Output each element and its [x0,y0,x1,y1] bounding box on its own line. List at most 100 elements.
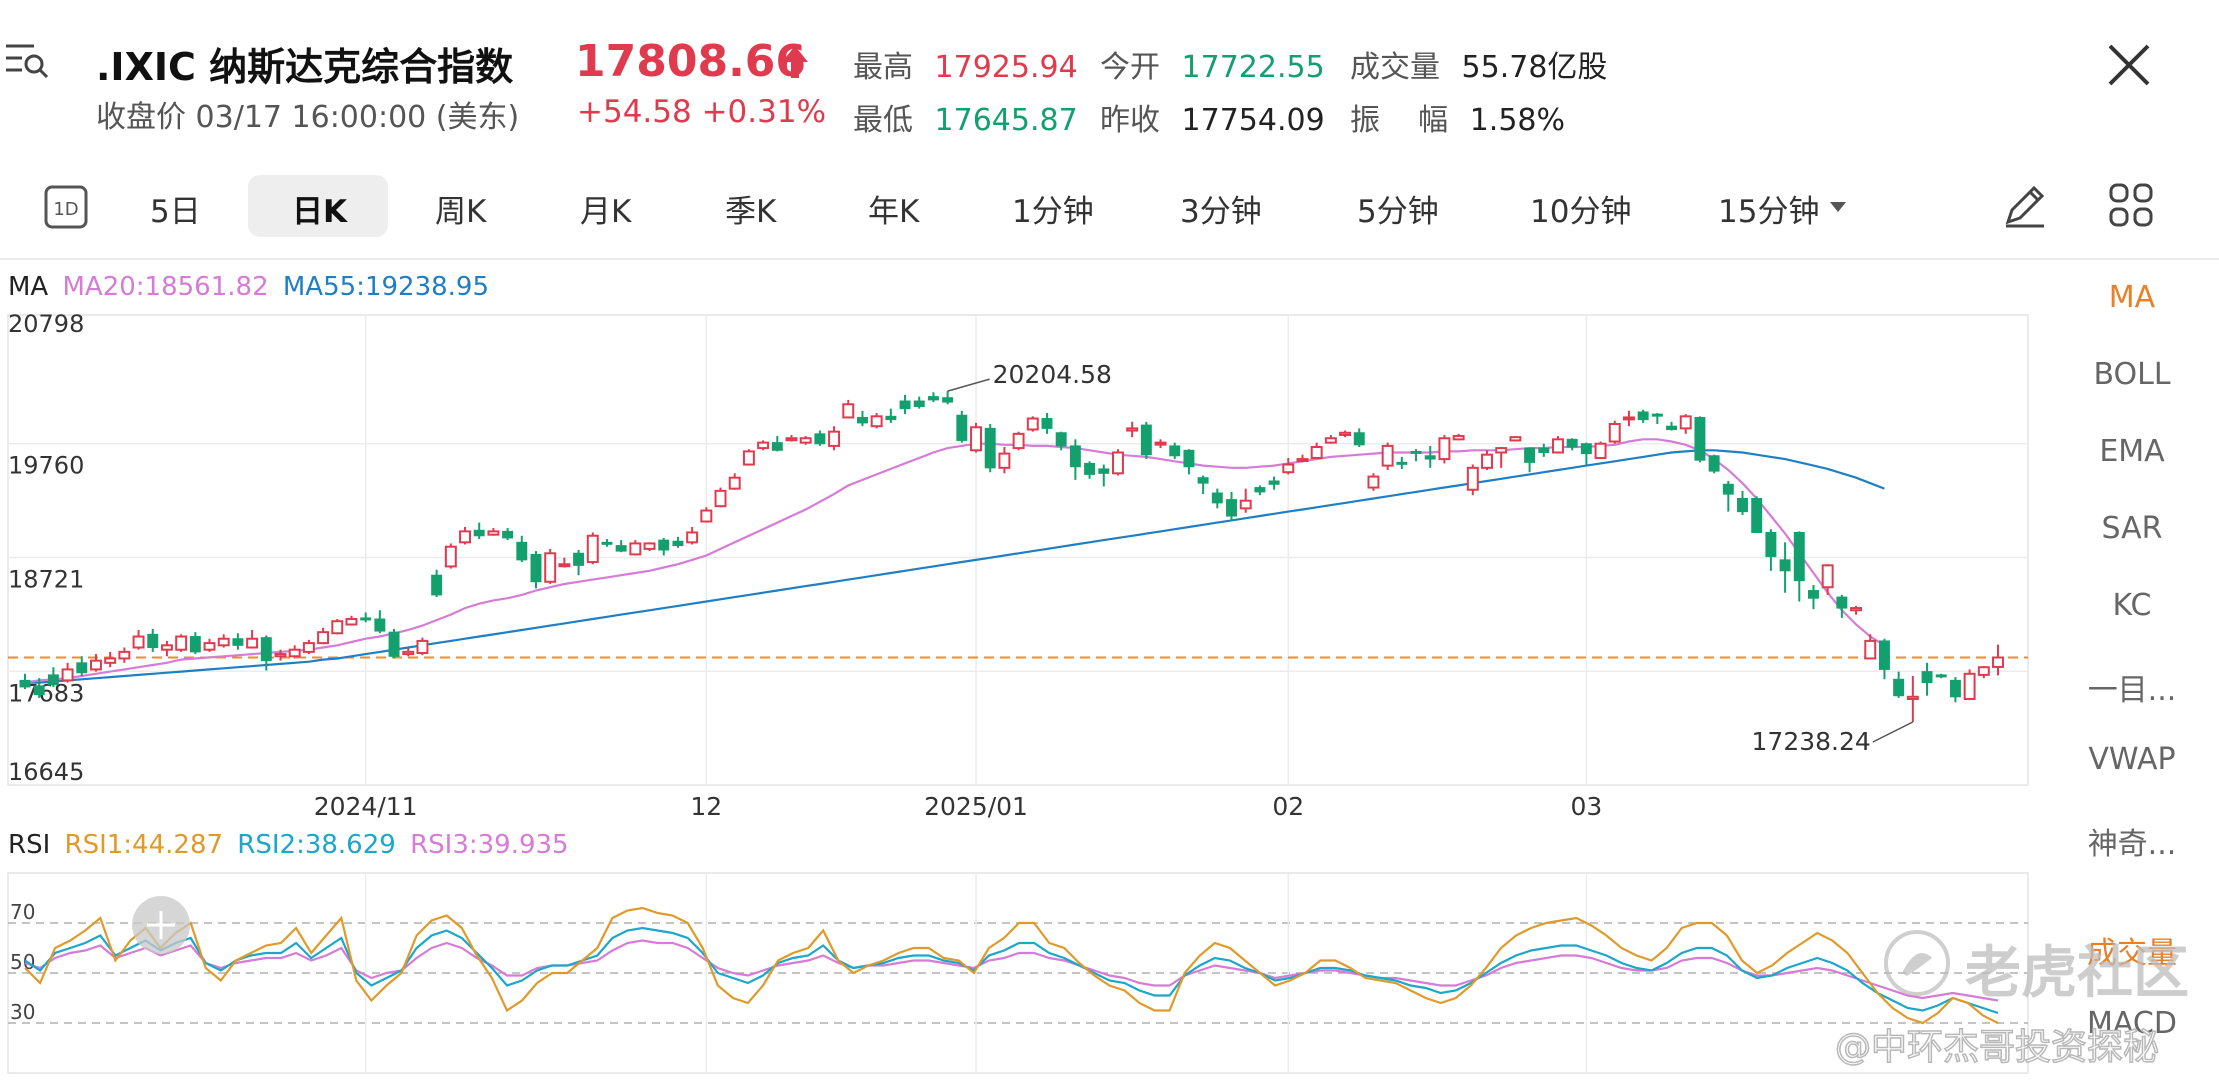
candle[interactable] [160,640,173,657]
candle[interactable] [1197,475,1209,495]
indicator-kc[interactable]: KC [2112,588,2152,623]
indicator-boll[interactable]: BOLL [2093,357,2171,392]
candle[interactable] [1481,450,1493,471]
candle[interactable] [700,507,713,523]
candle[interactable] [1977,666,1990,679]
candle[interactable] [1722,480,1734,512]
candle[interactable] [1282,457,1295,475]
candle[interactable] [459,526,471,545]
candle[interactable] [558,557,571,568]
candle[interactable] [586,532,599,565]
candle[interactable] [431,569,443,598]
candle[interactable] [799,436,812,445]
candle[interactable] [274,649,287,661]
candle[interactable] [1495,447,1508,468]
candle[interactable] [1765,529,1777,571]
tab-15min[interactable]: 15分钟 [1718,194,1820,230]
candle[interactable] [90,654,102,672]
close-icon[interactable] [2104,40,2154,90]
candle[interactable] [672,536,684,548]
candle[interactable] [1906,675,1919,723]
candle[interactable] [217,634,230,648]
candle[interactable] [1410,449,1422,462]
candle[interactable] [189,632,201,655]
candle[interactable] [76,656,88,676]
candle[interactable] [118,647,131,663]
candle[interactable] [1396,456,1408,469]
candle[interactable] [1893,671,1905,698]
menu-search-icon[interactable] [4,40,50,80]
candle[interactable] [1637,409,1649,423]
indicator-macd[interactable]: MACD [2087,1006,2177,1041]
chevron-down-icon[interactable] [1828,200,1848,214]
candle[interactable] [1694,416,1706,463]
candle[interactable] [842,399,855,419]
candle[interactable] [246,629,259,649]
candle[interactable] [530,551,542,589]
candle[interactable] [870,413,883,429]
candle[interactable] [1963,669,1976,701]
candle[interactable] [1538,443,1550,457]
candle[interactable] [573,549,585,576]
candle[interactable] [19,673,31,690]
candle[interactable] [132,629,145,650]
candle[interactable] [302,639,315,655]
tab-1d[interactable]: 1D [44,183,88,231]
candle[interactable] [1949,677,1961,703]
candle[interactable] [1679,414,1692,434]
candle[interactable] [913,396,925,409]
candle[interactable] [1524,447,1536,473]
candle[interactable] [1424,445,1436,468]
candle[interactable] [1793,531,1805,602]
candle[interactable] [502,528,514,541]
candle[interactable] [1026,416,1039,432]
indicator-ichimoku[interactable]: 一目... [2087,673,2177,708]
candle[interactable] [1808,585,1819,610]
candle[interactable] [1466,464,1479,496]
candle[interactable] [1622,410,1635,427]
indicator-vwap[interactable]: VWAP [2088,742,2176,777]
candle[interactable] [1821,564,1834,595]
candle[interactable] [785,434,798,442]
crosshair-handle-icon[interactable] [130,894,192,956]
candle[interactable] [1069,439,1081,480]
candle[interactable] [1211,488,1223,509]
candle[interactable] [1041,413,1053,434]
candle[interactable] [260,635,272,671]
indicator-ema[interactable]: EMA [2099,434,2165,469]
candle[interactable] [1098,464,1110,487]
grid-icon[interactable] [2108,182,2154,228]
tab-5min[interactable]: 5分钟 [1357,194,1439,230]
indicator-sar[interactable]: SAR [2101,511,2163,546]
tab-weekly-k[interactable]: 周K [435,194,487,230]
candle[interactable] [1226,491,1237,522]
candle[interactable] [374,610,386,634]
tab-1min[interactable]: 1分钟 [1012,194,1094,230]
candle[interactable] [47,667,59,687]
candle[interactable] [1111,449,1124,476]
candle[interactable] [814,430,826,446]
candle[interactable] [1310,442,1323,460]
tab-daily-k[interactable]: 日K [292,194,348,230]
candle[interactable] [1935,673,1947,679]
candle[interactable] [1183,449,1195,475]
candle[interactable] [1751,496,1763,533]
candle[interactable] [885,408,897,423]
candle[interactable] [1651,413,1663,425]
candle[interactable] [956,410,968,443]
candle[interactable] [33,678,45,698]
candle[interactable] [942,391,954,405]
candle[interactable] [1254,485,1266,496]
rsi-chart[interactable]: 70 50 30 [0,860,2045,1080]
candle[interactable] [615,540,627,553]
candle[interactable] [1737,490,1748,515]
candle[interactable] [1140,421,1152,460]
candle[interactable] [416,637,429,656]
candle[interactable] [1992,644,2004,676]
candle[interactable] [1608,420,1621,444]
candle[interactable] [288,645,301,659]
candle[interactable] [728,473,741,490]
candle[interactable] [1239,488,1252,513]
tab-5day[interactable]: 5日 [150,194,201,230]
candle[interactable] [1084,461,1096,479]
